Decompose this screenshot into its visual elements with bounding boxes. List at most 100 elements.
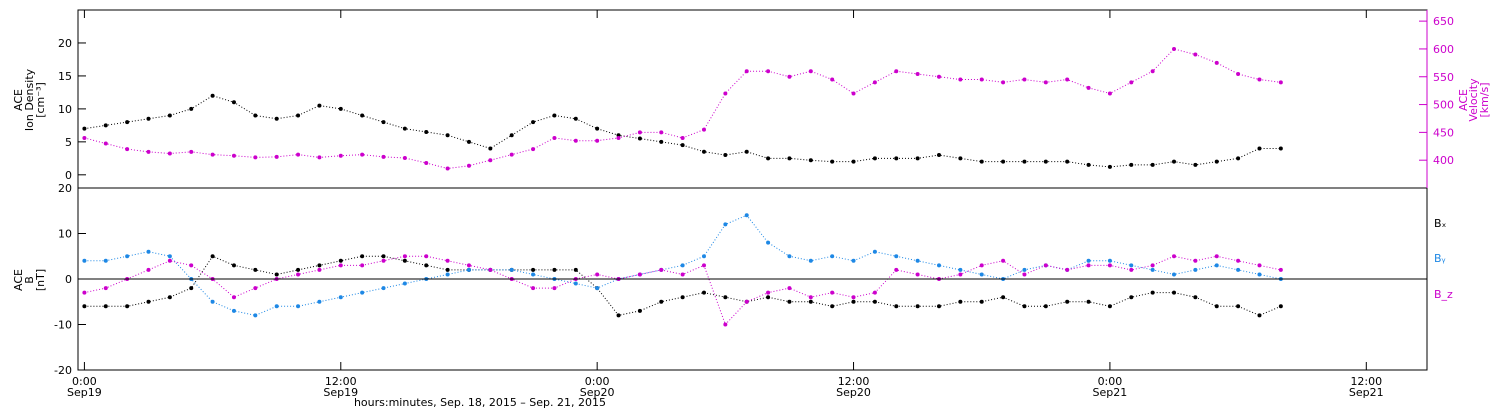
top-density-point-0 bbox=[146, 116, 151, 121]
bottom-b-point-0 bbox=[1086, 299, 1091, 304]
bottom-b-point-0 bbox=[1129, 295, 1134, 300]
top-series bbox=[82, 46, 1283, 171]
bottom-b-point-0 bbox=[637, 308, 642, 313]
top-velocity-point-0 bbox=[787, 74, 792, 79]
bottom-left-ylabel-line1: ACE bbox=[12, 269, 25, 291]
top-left-ylabel: ACE Ion Density [cm⁻³] bbox=[12, 68, 47, 131]
bottom-b-point-1 bbox=[1172, 272, 1177, 277]
legend-by: Bᵧ bbox=[1434, 252, 1446, 265]
bottom-b-point-0 bbox=[167, 295, 172, 300]
bottom-b-point-1 bbox=[1107, 258, 1112, 263]
top-right-tick-label: 450 bbox=[1433, 126, 1454, 139]
bottom-b-point-1 bbox=[296, 304, 301, 309]
bottom-b-point-1 bbox=[381, 286, 386, 291]
top-density-point-0 bbox=[125, 120, 130, 125]
bottom-b-point-1 bbox=[958, 267, 963, 272]
top-left-ticks: 0 5 10 15 20 bbox=[58, 37, 86, 182]
top-density-point-0 bbox=[167, 113, 172, 118]
legend-bx: Bₓ bbox=[1434, 217, 1447, 230]
bottom-tick-label: 0 bbox=[65, 273, 72, 286]
top-velocity-point-0 bbox=[296, 152, 301, 157]
bottom-b-point-0 bbox=[1257, 313, 1262, 318]
top-right-ylabel-line3: [km/s] bbox=[1478, 82, 1491, 117]
bottom-b-point-1 bbox=[317, 299, 322, 304]
bottom-left-ylabel: ACE B [nT] bbox=[12, 269, 47, 291]
x-ticks: 0:00Sep1912:00Sep190:00Sep2012:00Sep200:… bbox=[67, 10, 1384, 399]
bottom-b-point-2 bbox=[915, 272, 920, 277]
bottom-b-point-0 bbox=[830, 304, 835, 309]
bottom-tick-label: 10 bbox=[58, 228, 72, 241]
x-tick-sublabel: Sep19 bbox=[323, 386, 358, 399]
top-density-point-0 bbox=[936, 153, 941, 158]
bottom-b-point-2 bbox=[1065, 267, 1070, 272]
top-density-point-0 bbox=[659, 139, 664, 144]
x-tick-sublabel: Sep21 bbox=[1349, 386, 1384, 399]
top-density-point-0 bbox=[808, 158, 813, 163]
top-velocity-point-0 bbox=[872, 80, 877, 85]
top-density-point-0 bbox=[637, 136, 642, 141]
bottom-b-point-2 bbox=[1257, 263, 1262, 268]
bottom-b-point-0 bbox=[616, 313, 621, 318]
x-tick-label: 0:00 bbox=[1098, 375, 1123, 388]
bottom-left-ylabel-line2: B bbox=[23, 276, 36, 284]
top-velocity-point-0 bbox=[573, 138, 578, 143]
bottom-b-point-1 bbox=[830, 254, 835, 259]
bottom-b-point-1 bbox=[723, 222, 728, 227]
top-density-point-0 bbox=[830, 159, 835, 164]
top-velocity-point-0 bbox=[488, 158, 493, 163]
top-density-point-0 bbox=[872, 156, 877, 161]
x-tick-label: 12:00 bbox=[838, 375, 870, 388]
bottom-b-point-0 bbox=[958, 299, 963, 304]
bottom-b-point-1 bbox=[936, 263, 941, 268]
bottom-b-point-2 bbox=[1129, 267, 1134, 272]
top-density-point-0 bbox=[744, 149, 749, 154]
top-velocity-point-0 bbox=[1214, 60, 1219, 65]
top-density-point-0 bbox=[338, 106, 343, 111]
top-velocity-point-0 bbox=[595, 138, 600, 143]
top-density-series-line-0 bbox=[84, 95, 1281, 168]
bottom-b-point-2 bbox=[1193, 258, 1198, 263]
top-right-ticks: 400 450 500 550 600 650 bbox=[1419, 10, 1454, 188]
bottom-b-point-1 bbox=[1086, 258, 1091, 263]
top-density-point-0 bbox=[1214, 159, 1219, 164]
bottom-b-point-0 bbox=[1278, 304, 1283, 309]
bottom-b-point-1 bbox=[167, 254, 172, 259]
top-velocity-point-0 bbox=[894, 69, 899, 74]
top-density-point-0 bbox=[787, 156, 792, 161]
top-density-point-0 bbox=[1129, 162, 1134, 167]
top-density-point-0 bbox=[1107, 164, 1112, 169]
bottom-b-point-0 bbox=[872, 299, 877, 304]
bottom-b-point-2 bbox=[787, 286, 792, 291]
top-density-point-0 bbox=[509, 133, 514, 138]
top-velocity-point-0 bbox=[1150, 69, 1155, 74]
top-velocity-point-0 bbox=[1086, 85, 1091, 90]
top-left-tick-label: 0 bbox=[65, 169, 72, 182]
bottom-b-point-1 bbox=[1214, 263, 1219, 268]
bottom-b-point-2 bbox=[146, 267, 151, 272]
top-velocity-series-line-0 bbox=[84, 48, 1281, 170]
bottom-b-point-1 bbox=[253, 313, 258, 318]
bottom-b-point-0 bbox=[659, 299, 664, 304]
bottom-series bbox=[82, 213, 1283, 327]
bottom-b-point-2 bbox=[1278, 267, 1283, 272]
bottom-b-point-2 bbox=[637, 272, 642, 277]
bottom-b-point-2 bbox=[296, 272, 301, 277]
bottom-tick-label: -10 bbox=[54, 319, 72, 332]
top-density-point-0 bbox=[360, 113, 365, 118]
top-velocity-point-0 bbox=[1022, 77, 1027, 82]
top-velocity-point-0 bbox=[424, 160, 429, 165]
bottom-b-point-2 bbox=[1043, 263, 1048, 268]
bottom-b-point-1 bbox=[1129, 263, 1134, 268]
x-tick-label: 0:00 bbox=[585, 375, 610, 388]
top-density-point-0 bbox=[552, 113, 557, 118]
top-density-point-0 bbox=[595, 126, 600, 131]
top-panel-frame bbox=[77, 9, 1428, 189]
bottom-b-point-2 bbox=[851, 295, 856, 300]
top-density-point-0 bbox=[851, 159, 856, 164]
top-right-tick-label: 550 bbox=[1433, 71, 1454, 84]
bottom-b-point-0 bbox=[1107, 304, 1112, 309]
top-right-ylabel-line2: Velocity bbox=[1467, 78, 1480, 122]
bottom-b-point-2 bbox=[894, 267, 899, 272]
bottom-b-point-2 bbox=[231, 295, 236, 300]
bottom-b-point-0 bbox=[146, 299, 151, 304]
